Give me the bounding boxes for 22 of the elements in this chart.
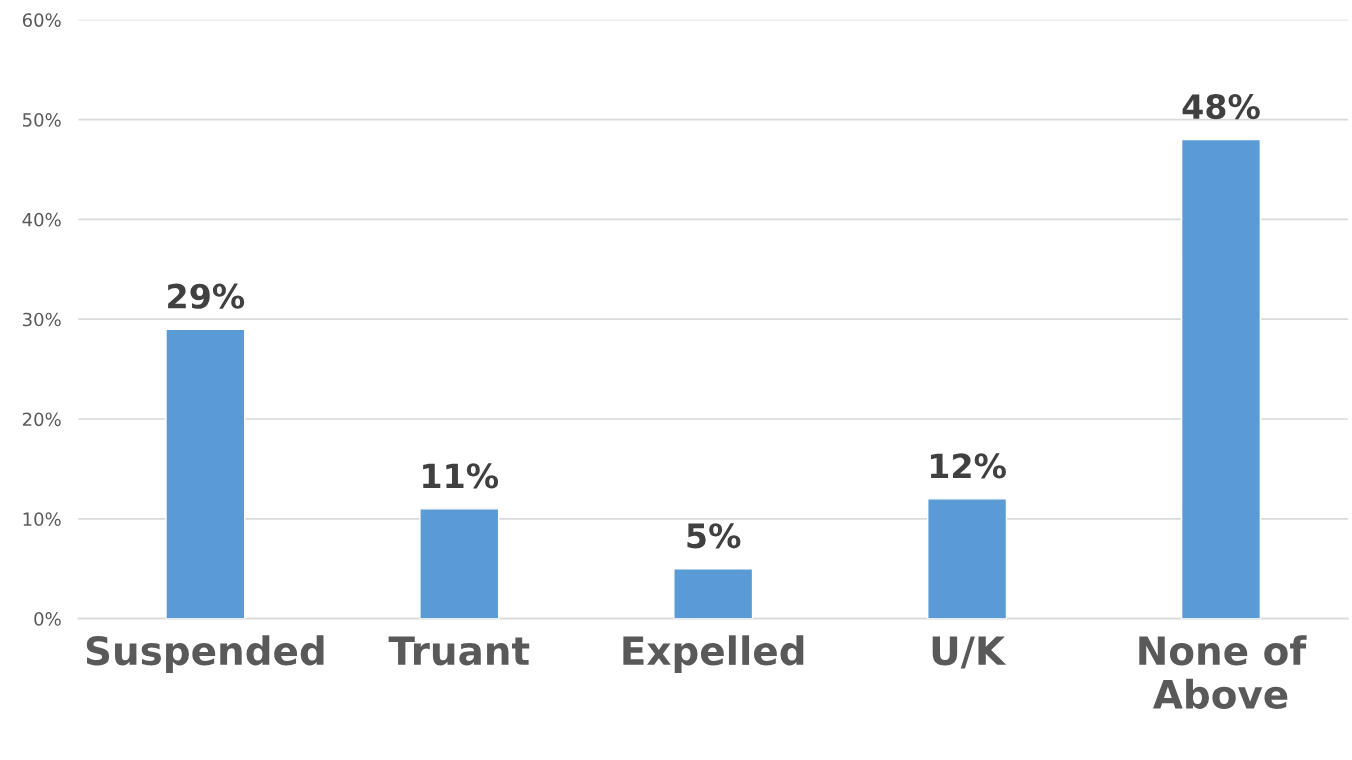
data-label: 12% xyxy=(930,453,1006,479)
y-tick-label: 0% xyxy=(34,612,61,626)
x-tick-label: Expelled xyxy=(623,635,804,673)
bar xyxy=(927,498,1008,619)
x-tick-label: None of Above xyxy=(1139,635,1307,709)
data-label: 29% xyxy=(168,283,245,309)
y-tick-label: 30% xyxy=(22,312,61,327)
x-tick-label: Suspended xyxy=(86,635,324,673)
x-tick-label: Truant xyxy=(388,636,530,666)
y-tick-label: 40% xyxy=(22,212,61,227)
bar xyxy=(1180,138,1262,619)
data-label: 11% xyxy=(423,463,499,489)
y-tick-label: 10% xyxy=(23,512,61,526)
bar xyxy=(419,508,500,619)
bar xyxy=(165,328,246,619)
y-tick-label: 50% xyxy=(23,113,61,127)
x-tick-label: U/K xyxy=(932,636,1007,669)
y-tick-label: 20% xyxy=(22,412,61,427)
data-label: 48% xyxy=(1182,93,1260,120)
bar xyxy=(673,568,754,619)
y-tick-label: 60% xyxy=(22,13,61,27)
data-label: 5% xyxy=(687,523,741,549)
